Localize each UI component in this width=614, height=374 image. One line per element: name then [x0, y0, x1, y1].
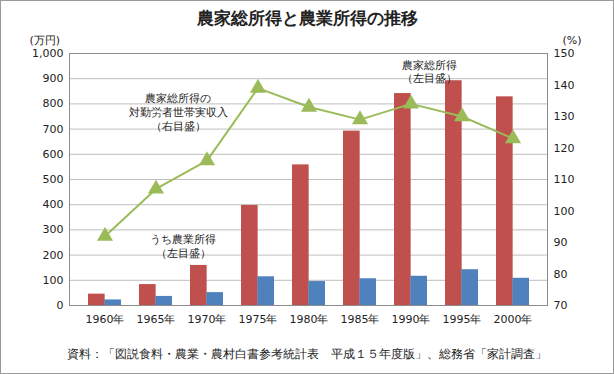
- svg-text:200: 200: [43, 249, 64, 262]
- svg-text:120: 120: [554, 142, 575, 155]
- html-text:農家総所得と農業所得の推移: 農家総所得と農業所得の推移: [196, 8, 418, 28]
- svg-text:1965年: 1965年: [137, 313, 176, 326]
- svg-text:600: 600: [43, 148, 64, 161]
- svg-text:1990年: 1990年: [392, 313, 431, 326]
- svg-text:1960年: 1960年: [86, 313, 125, 326]
- svg-text:0: 0: [57, 299, 64, 312]
- svg-text:80: 80: [554, 268, 568, 281]
- svg-text:300: 300: [43, 223, 64, 236]
- svg-text:100: 100: [43, 274, 64, 287]
- svg-text:140: 140: [554, 79, 575, 92]
- svg-text:1975年: 1975年: [239, 313, 278, 326]
- svg-text:(万円): (万円): [30, 34, 61, 47]
- svg-text:農家総所得の対勤労者世帯実収入（右目盛）: 農家総所得の対勤労者世帯実収入（右目盛）: [129, 92, 228, 133]
- svg-text:400: 400: [43, 198, 64, 211]
- svg-text:700: 700: [43, 123, 64, 136]
- svg-text:130: 130: [554, 110, 575, 123]
- svg-text:1980年: 1980年: [290, 313, 329, 326]
- svg-text:1995年: 1995年: [443, 313, 482, 326]
- svg-text:150: 150: [554, 47, 575, 60]
- svg-text:1,000: 1,000: [32, 47, 64, 60]
- svg-text:90: 90: [554, 236, 568, 249]
- svg-text:1985年: 1985年: [341, 313, 380, 326]
- svg-text:100: 100: [554, 205, 575, 218]
- svg-text:うち農業所得（左目盛）: うち農業所得（左目盛）: [150, 233, 216, 260]
- svg-text:2000年: 2000年: [494, 313, 533, 326]
- html-text:資料：「図説食料・農業・農村白書参考統計表 平成１５年度版」: 資料：「図説食料・農業・農村白書参考統計表 平成１５年度版」、総務省「家計調査」: [67, 347, 547, 361]
- svg-text:1970年: 1970年: [188, 313, 227, 326]
- svg-text:900: 900: [43, 72, 64, 85]
- svg-text:500: 500: [43, 173, 64, 186]
- svg-text:800: 800: [43, 97, 64, 110]
- svg-text:(%): (%): [562, 34, 581, 47]
- svg-text:70: 70: [554, 299, 568, 312]
- svg-text:農家総所得（左目盛）: 農家総所得（左目盛）: [402, 59, 457, 86]
- svg-text:110: 110: [554, 173, 575, 186]
